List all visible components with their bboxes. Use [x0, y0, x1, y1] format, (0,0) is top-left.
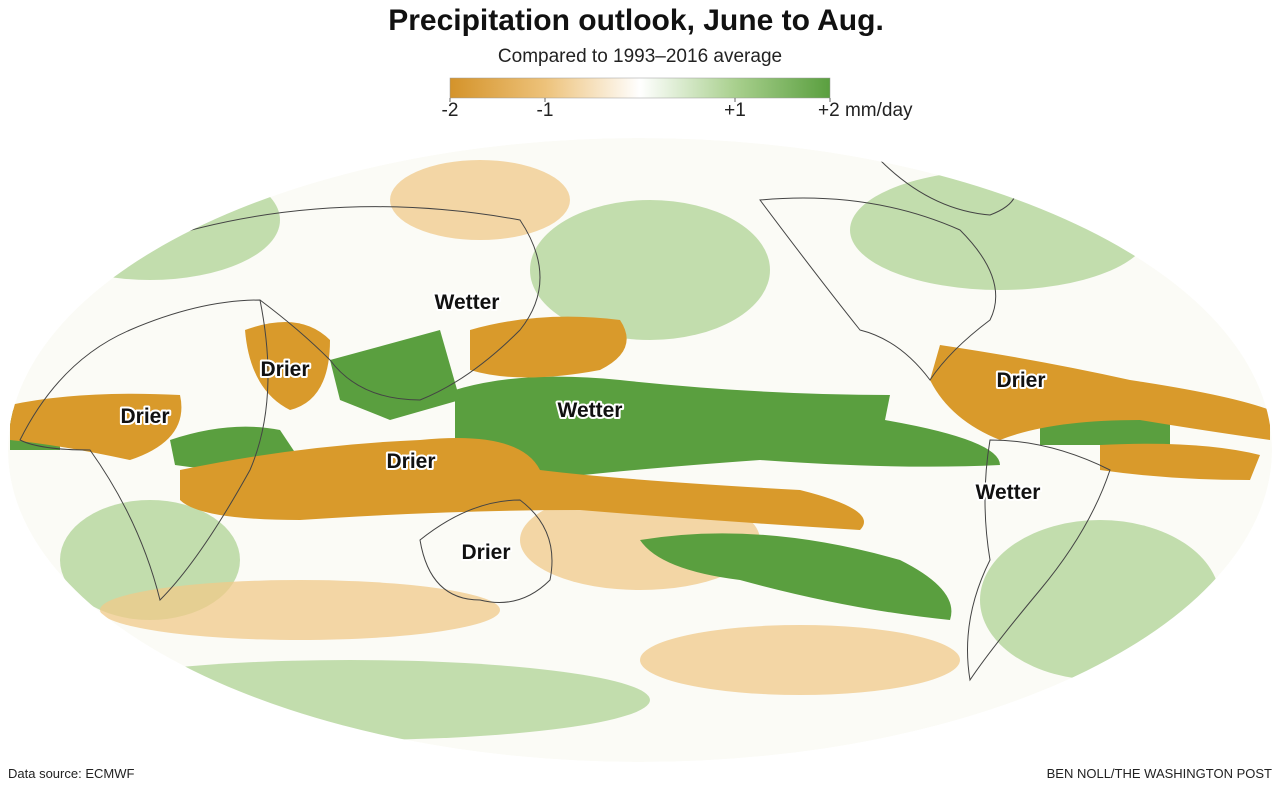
region-label: Wetter: [976, 481, 1041, 504]
title: Precipitation outlook, June to Aug.: [388, 4, 884, 37]
region-label: Drier: [260, 358, 309, 381]
region-label: Drier: [386, 450, 435, 473]
legend-tick-label: +1: [724, 100, 746, 121]
region-label: Drier: [996, 369, 1045, 392]
strong-anomalies: [10, 316, 1270, 620]
map: [8, 138, 1272, 762]
region-label: Drier: [120, 405, 169, 428]
source: Data source: ECMWF: [8, 766, 134, 781]
colorbar: [449, 77, 831, 99]
legend-tick-label: +2 mm/day: [818, 100, 913, 121]
legend-tick-label: -2: [442, 100, 459, 121]
region-label: Wetter: [435, 291, 500, 314]
credit: BEN NOLL/THE WASHINGTON POST: [1047, 766, 1272, 781]
subtitle: Compared to 1993–2016 average: [498, 46, 782, 67]
region-label: Wetter: [558, 399, 623, 422]
legend: -2 -1 +1 +2 mm/day: [442, 98, 913, 121]
region-label: Drier: [461, 541, 510, 564]
legend-tick-label: -1: [537, 100, 554, 121]
